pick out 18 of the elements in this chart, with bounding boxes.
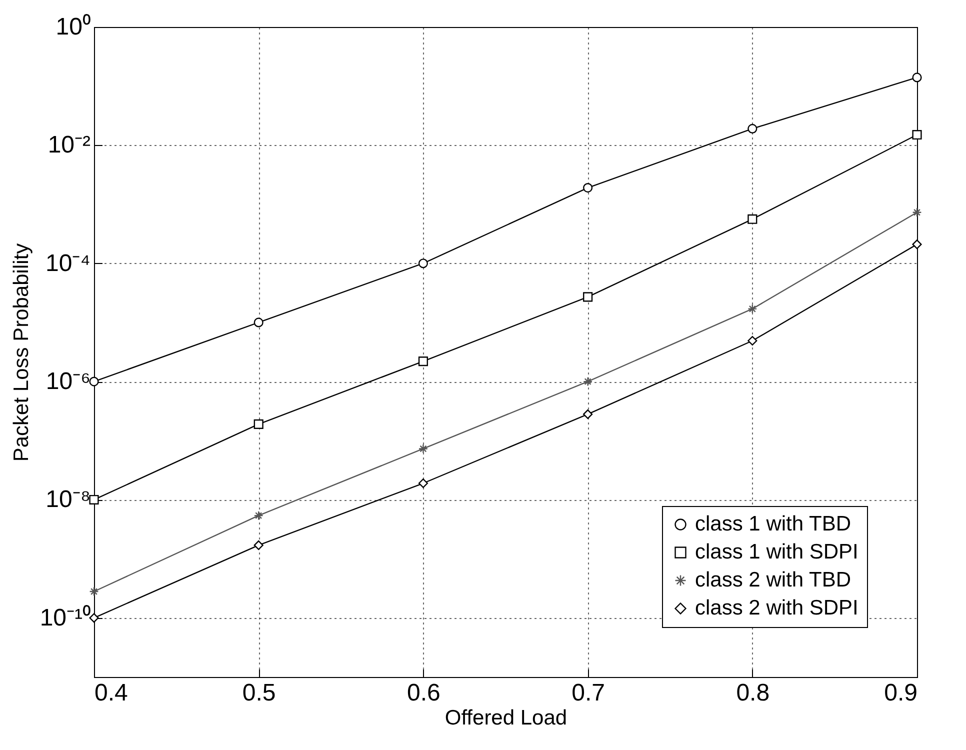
y-tick-label: 10⁻⁶	[46, 368, 90, 396]
legend-label: class 1 with TBD	[695, 512, 851, 536]
legend-label: class 2 with TBD	[695, 568, 851, 592]
y-tick-label: 10⁻⁴	[45, 250, 90, 277]
x-tick-label: 0.5	[242, 680, 276, 706]
y-tick-label: 10⁻¹⁰	[40, 604, 90, 632]
x-tick-label: 0.6	[407, 680, 440, 706]
y-axis-title: Packet Loss Probability	[10, 242, 33, 462]
x-tick-label: 0.4	[94, 680, 128, 706]
legend-label: class 1 with SDPI	[695, 540, 858, 564]
x-tick-label: 0.8	[736, 680, 770, 706]
y-tick-label: 10⁻⁸	[46, 486, 90, 514]
y-tick-label: 10⁻²	[48, 132, 91, 159]
x-tick-label: 0.7	[572, 680, 605, 706]
x-axis-title: Offered Load	[444, 706, 568, 730]
legend-label: class 2 with SDPI	[695, 596, 858, 620]
y-tick-label: 10⁰	[56, 14, 90, 40]
x-tick-label: 0.9	[884, 680, 918, 706]
